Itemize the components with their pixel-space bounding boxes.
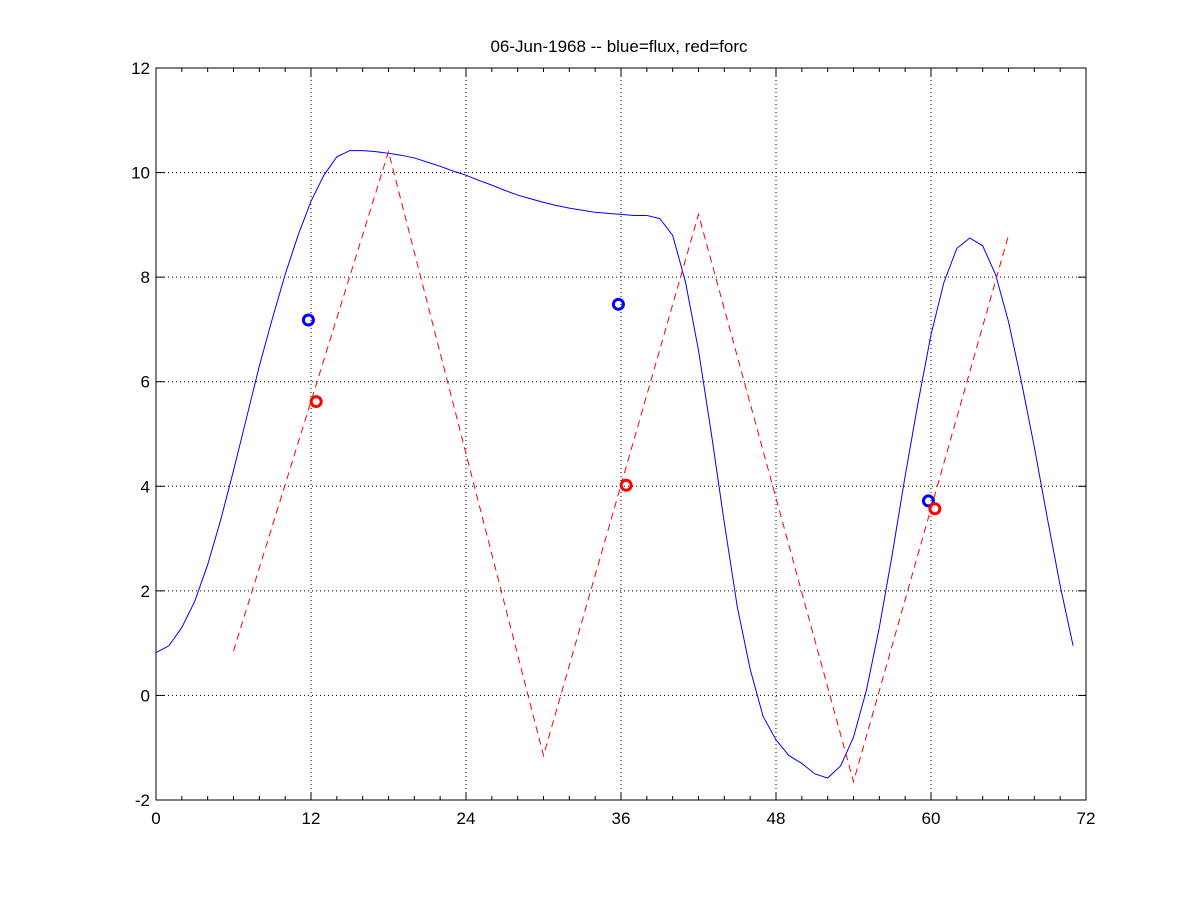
y-tick-label: 10 <box>131 164 150 183</box>
x-tick-label: 0 <box>151 809 160 828</box>
flux-marker <box>921 494 935 508</box>
x-tick-label: 36 <box>612 809 631 828</box>
forc-marker <box>309 395 323 409</box>
x-tick-label: 12 <box>302 809 321 828</box>
series-layer <box>155 149 1074 784</box>
flux-marker <box>611 297 625 311</box>
flux-series-line <box>155 150 1074 779</box>
y-tick-label: 2 <box>141 582 150 601</box>
y-tick-label: 0 <box>141 686 150 705</box>
y-tick-label: 8 <box>141 268 150 287</box>
flux-marker <box>301 313 315 327</box>
chart-title: 06-Jun-1968 -- blue=flux, red=forc <box>490 37 748 56</box>
x-tick-label: 72 <box>1077 809 1096 828</box>
x-tick-label: 60 <box>922 809 941 828</box>
marker-layer <box>301 297 942 516</box>
x-tick-label: 24 <box>457 809 476 828</box>
y-tick-label: 12 <box>131 59 150 78</box>
x-tick-label: 48 <box>767 809 786 828</box>
y-tick-label: 6 <box>141 373 150 392</box>
y-tick-label: -2 <box>135 791 150 810</box>
forc-marker <box>928 502 942 516</box>
forc-series-line <box>233 149 1009 784</box>
y-tick-label: 4 <box>141 477 150 496</box>
forc-marker <box>619 478 633 492</box>
